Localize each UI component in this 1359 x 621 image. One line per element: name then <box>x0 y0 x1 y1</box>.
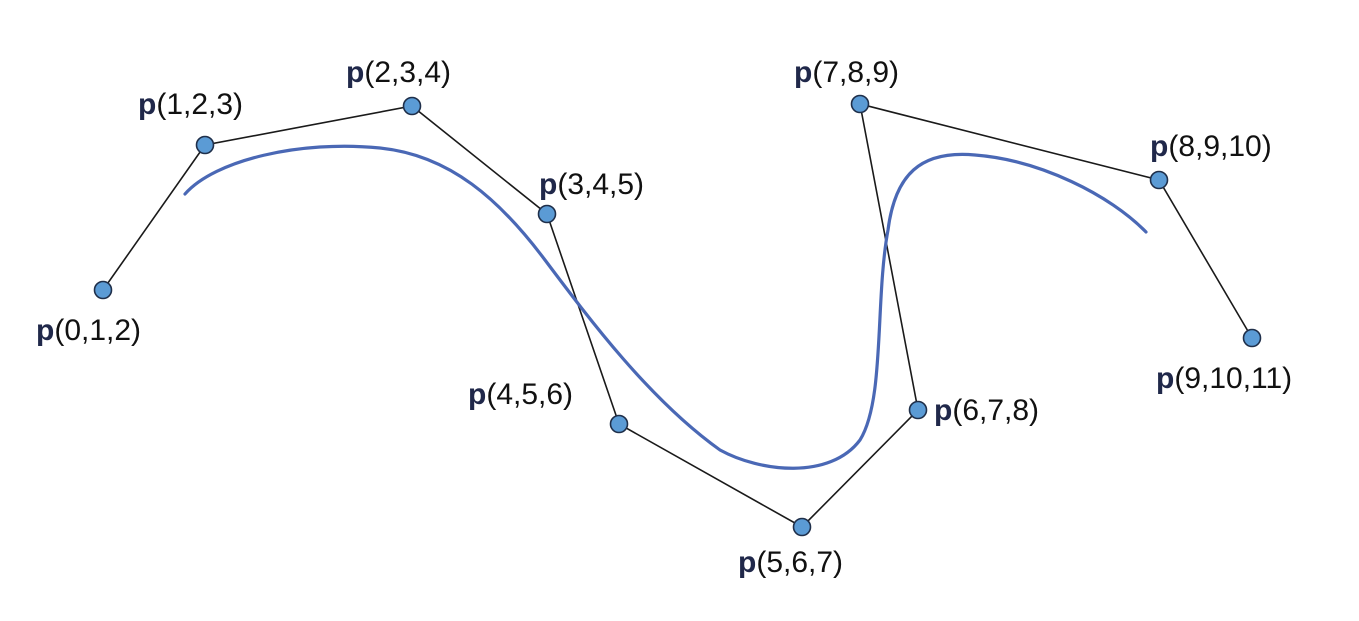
point-args: (7,8,9) <box>812 56 900 89</box>
point-args: (6,7,8) <box>952 394 1040 427</box>
point-letter: p <box>934 394 953 427</box>
point-args: (4,5,6) <box>486 378 574 411</box>
point-args: (5,6,7) <box>756 546 844 579</box>
control-point-1 <box>195 135 215 155</box>
point-label-4: p(4,5,6) <box>468 378 573 412</box>
point-letter: p <box>1156 362 1175 395</box>
point-args: (2,3,4) <box>364 56 452 89</box>
point-label-3: p(3,4,5) <box>539 168 644 202</box>
point-label-8: p(8,9,10) <box>1150 130 1272 164</box>
point-letter: p <box>346 56 365 89</box>
control-point-3 <box>537 204 557 224</box>
control-point-5 <box>792 517 812 537</box>
point-args: (0,1,2) <box>54 314 142 347</box>
point-args: (1,2,3) <box>156 88 244 121</box>
point-letter: p <box>36 314 55 347</box>
point-letter: p <box>468 378 487 411</box>
control-point-4 <box>609 414 629 434</box>
point-label-9: p(9,10,11) <box>1156 362 1292 396</box>
control-point-8 <box>1149 170 1169 190</box>
control-point-0 <box>93 280 113 300</box>
point-letter: p <box>539 168 558 201</box>
control-polygon <box>102 102 1253 528</box>
point-label-0: p(0,1,2) <box>36 314 141 348</box>
point-args: (9,10,11) <box>1174 362 1293 395</box>
point-label-7: p(7,8,9) <box>794 56 899 90</box>
point-label-5: p(5,6,7) <box>738 546 843 580</box>
point-args: (3,4,5) <box>557 168 645 201</box>
control-point-7 <box>850 94 870 114</box>
point-args: (8,9,10) <box>1168 130 1272 163</box>
point-letter: p <box>1150 130 1169 163</box>
point-label-2: p(2,3,4) <box>346 56 451 90</box>
point-letter: p <box>794 56 813 89</box>
spline-curve <box>183 144 1148 470</box>
point-letter: p <box>738 546 757 579</box>
point-letter: p <box>138 88 157 121</box>
point-label-1: p(1,2,3) <box>138 88 243 122</box>
point-label-6: p(6,7,8) <box>934 394 1039 428</box>
control-point-2 <box>402 96 422 116</box>
control-point-6 <box>908 400 928 420</box>
control-point-9 <box>1242 328 1262 348</box>
